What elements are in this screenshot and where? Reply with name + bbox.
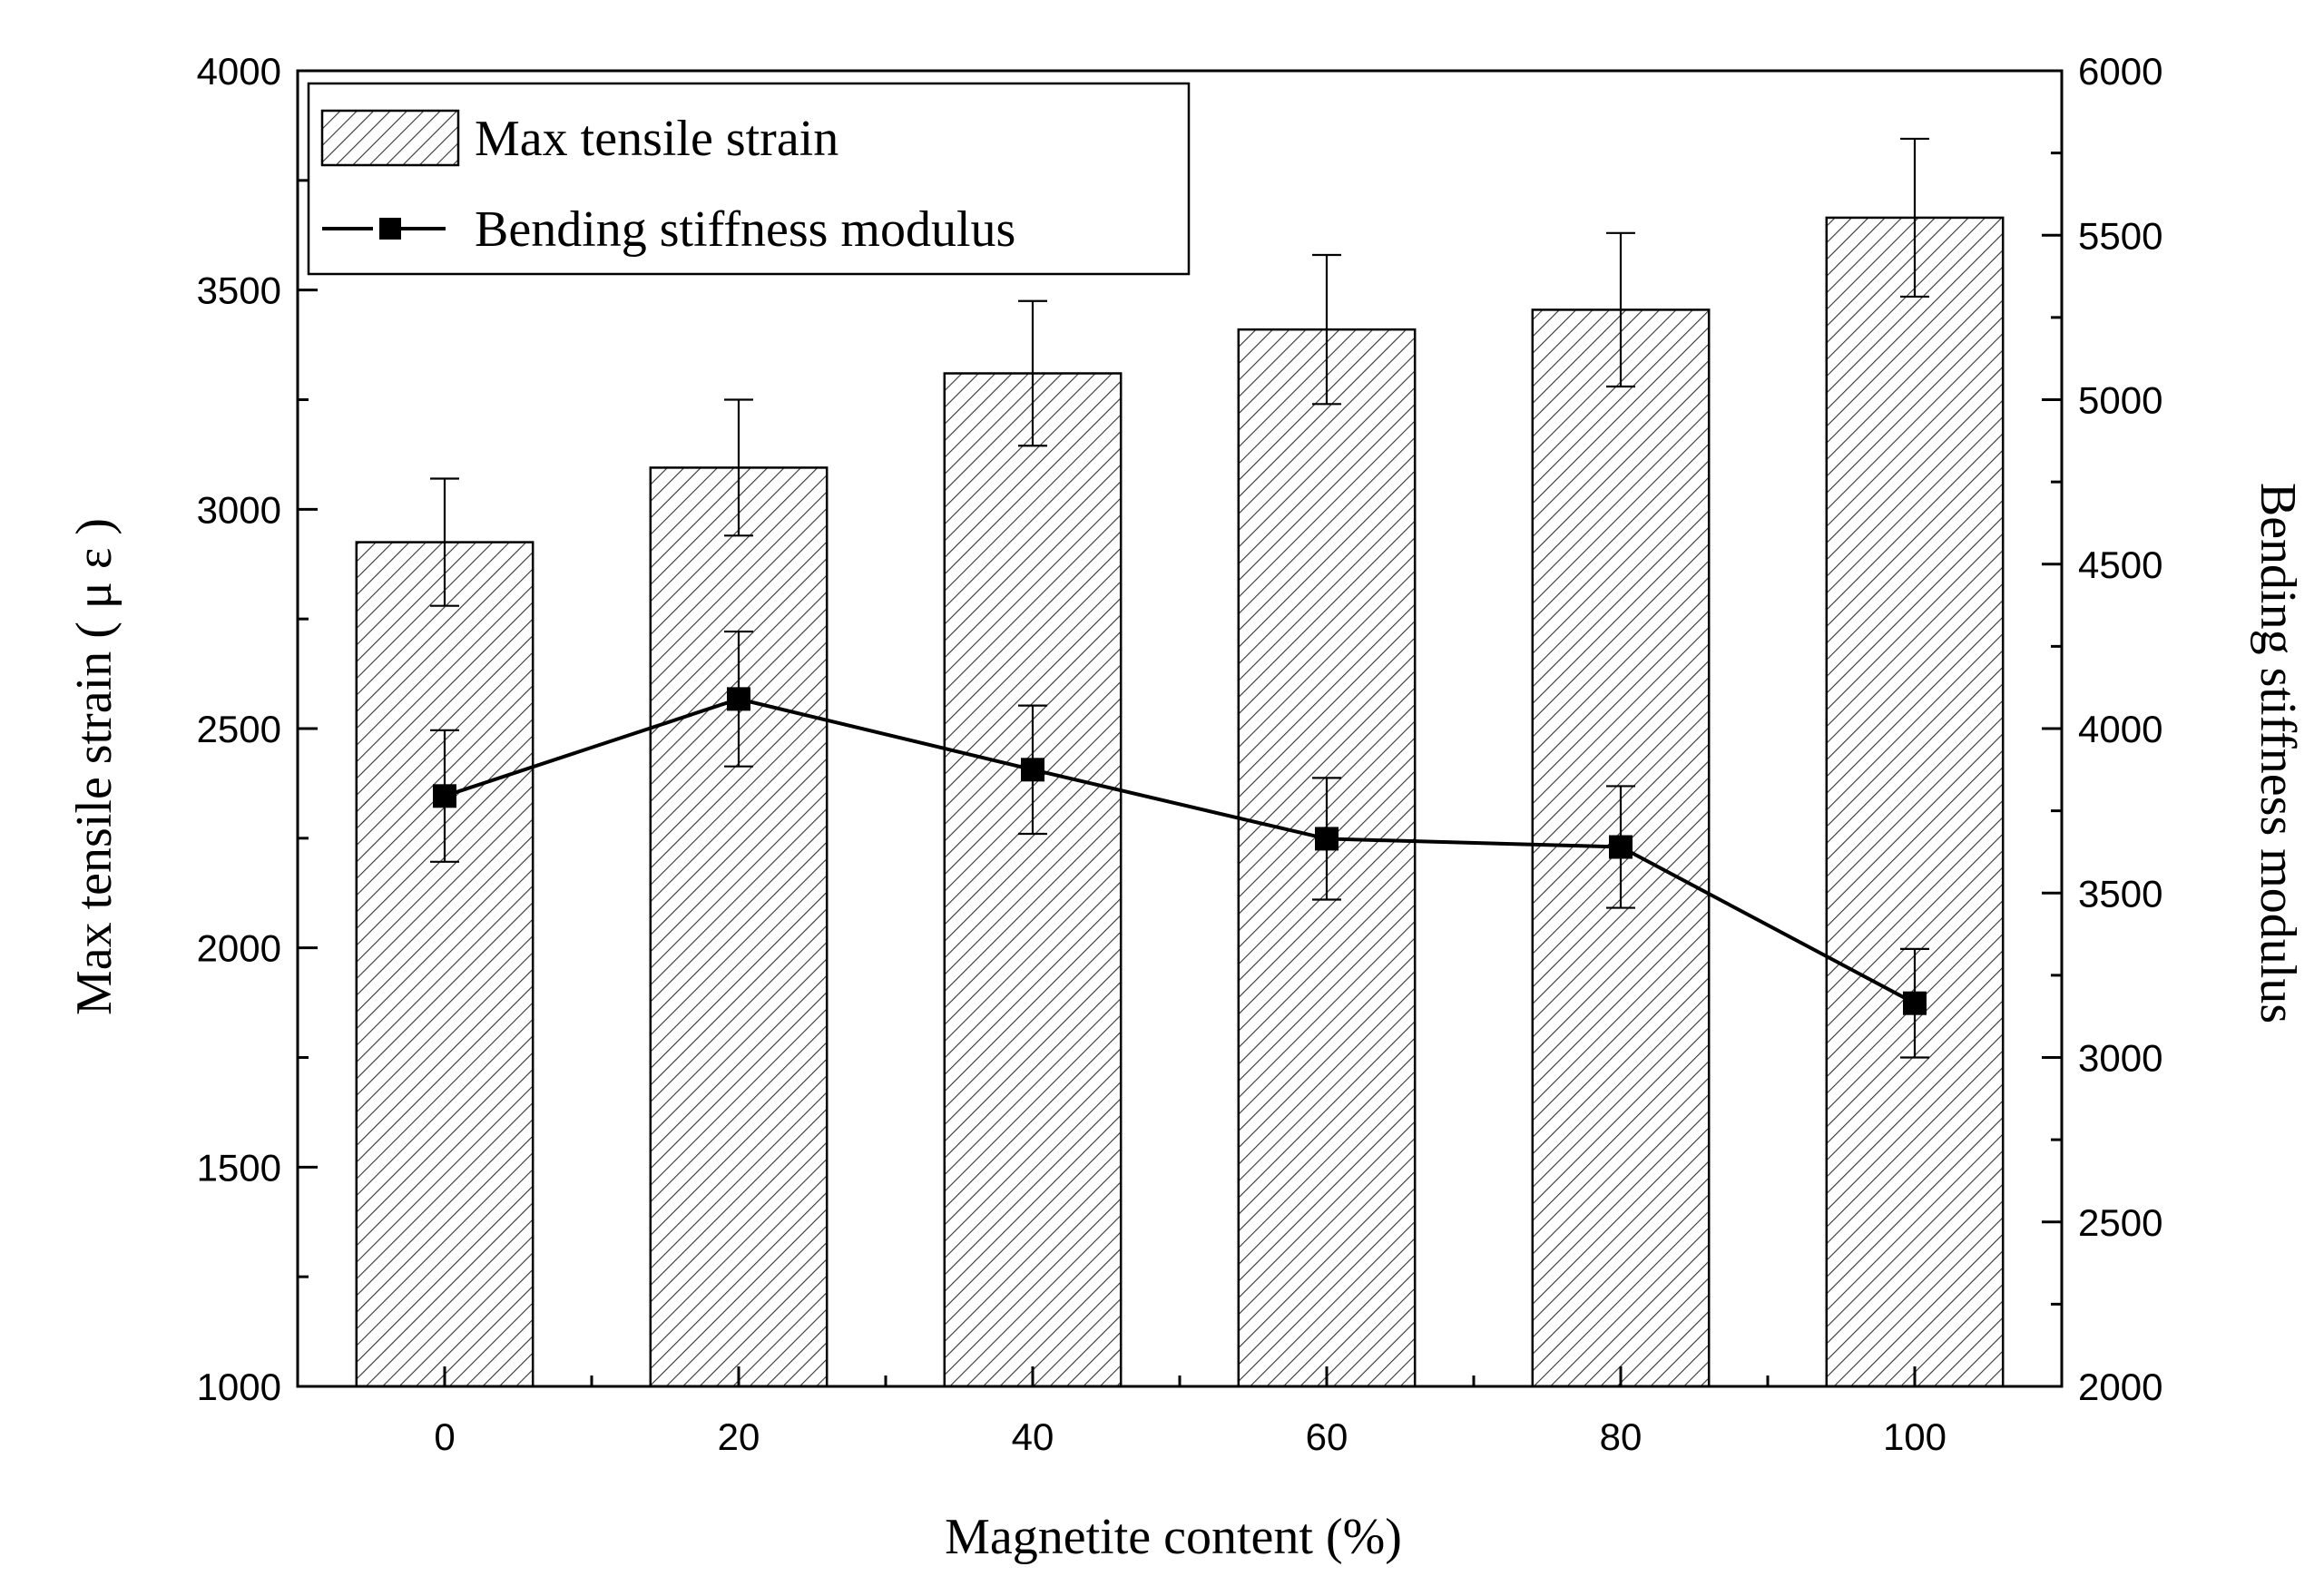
x-tick-label: 20 [718, 1415, 760, 1458]
x-tick-label: 100 [1883, 1415, 1946, 1458]
line-series [430, 630, 1929, 1059]
y-right-tick-label: 6000 [2078, 50, 2162, 93]
bar-error-bars [430, 137, 1929, 607]
x-tick-label: 0 [434, 1415, 455, 1458]
y-right-tick-label: 3000 [2078, 1037, 2162, 1080]
x-tick-label: 60 [1306, 1415, 1348, 1458]
line-marker-80 [1609, 835, 1633, 859]
x-tick-label: 40 [1012, 1415, 1054, 1458]
line-marker-40 [1021, 758, 1044, 782]
x-tick-label: 80 [1600, 1415, 1642, 1458]
y-left-tick-label: 1500 [197, 1146, 281, 1189]
x-axis-title: Magnetite content (%) [945, 1509, 1402, 1565]
y-right-tick-label: 5500 [2078, 214, 2162, 257]
y-left-axis-title: Max tensile strain ( μ ε ) [66, 518, 123, 1015]
legend-line-marker [379, 218, 401, 240]
y-left-tick-label: 2500 [197, 708, 281, 750]
bar-100 [1825, 216, 2005, 1388]
legend-label-bending-stiffness-modulus: Bending stiffness modulus [475, 201, 1015, 258]
y-right-axis-title: Bending stiffness modulus [2250, 483, 2306, 1023]
legend-bar-swatch [320, 109, 460, 167]
bar-series [355, 216, 2005, 1388]
y-left-tick-label: 3500 [197, 269, 281, 312]
line-marker-100 [1903, 991, 1927, 1015]
y-right-tick-label: 4500 [2078, 543, 2162, 586]
y-left-tick-label: 4000 [197, 50, 281, 93]
y-left-tick-label: 2000 [197, 927, 281, 970]
y-left-tick-label: 3000 [197, 488, 281, 531]
line-marker-20 [727, 687, 750, 711]
y-right-tick-label: 2000 [2078, 1366, 2162, 1408]
bar-20 [649, 466, 829, 1388]
y-right-tick-label: 2500 [2078, 1201, 2162, 1244]
line-marker-60 [1315, 827, 1339, 851]
y-right-tick-label: 5000 [2078, 379, 2162, 422]
legend: Max tensile strain Bending stiffness mod… [307, 82, 1191, 276]
bar-40 [943, 372, 1123, 1388]
line-path [444, 697, 1916, 1005]
line-marker-0 [433, 784, 456, 808]
bar-0 [355, 541, 534, 1388]
ticks: 1000150020002500300035004000200025003000… [197, 50, 2163, 1458]
y-right-tick-label: 3500 [2078, 872, 2162, 915]
y-right-tick-label: 4000 [2078, 708, 2162, 750]
y-left-tick-label: 1000 [197, 1366, 281, 1408]
legend-label-max-tensile-strain: Max tensile strain [475, 111, 838, 167]
